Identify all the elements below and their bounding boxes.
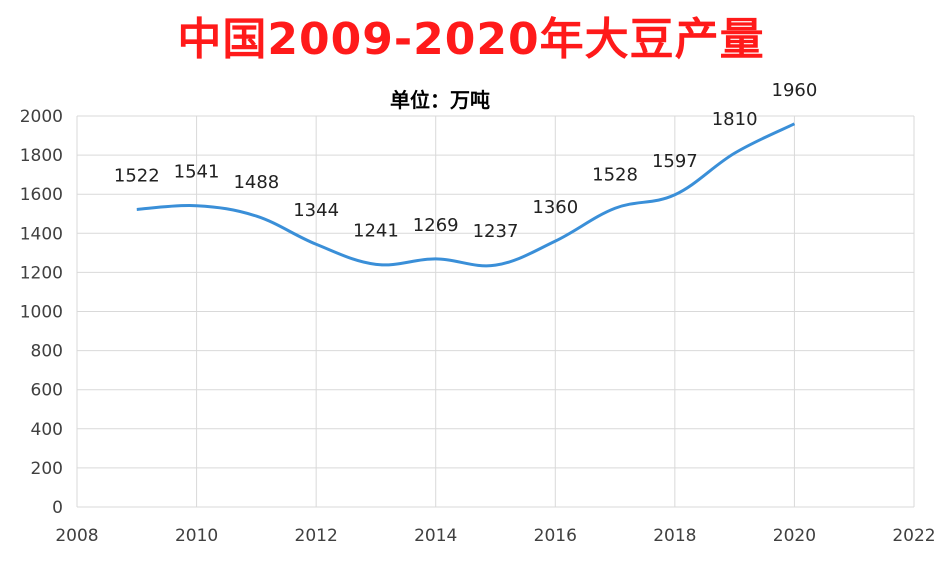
data-label: 1810: [712, 109, 758, 130]
data-label: 1237: [473, 221, 519, 242]
y-tick-label: 1800: [20, 146, 63, 166]
data-label: 1360: [532, 197, 578, 218]
data-label: 1960: [772, 80, 818, 101]
data-label: 1522: [114, 165, 160, 186]
x-tick-label: 2012: [295, 526, 338, 546]
x-tick-label: 2016: [534, 526, 577, 546]
data-label: 1541: [174, 162, 220, 183]
chart-title: 中国2009-2020年大豆产量: [177, 14, 765, 65]
data-label: 1241: [353, 220, 399, 241]
y-tick-label: 200: [31, 459, 63, 479]
x-tick-label: 2014: [414, 526, 457, 546]
data-label: 1344: [293, 200, 339, 221]
x-tick-label: 2018: [653, 526, 696, 546]
y-tick-label: 400: [31, 420, 63, 440]
chart-subtitle: 单位：万吨: [390, 88, 490, 112]
x-tick-label: 2010: [175, 526, 218, 546]
data-label: 1528: [592, 164, 638, 185]
y-tick-label: 0: [52, 498, 63, 518]
gridlines: [76, 115, 915, 508]
y-tick-label: 1000: [20, 303, 63, 323]
y-tick-label: 1600: [20, 185, 63, 205]
y-tick-label: 2000: [20, 107, 63, 127]
series-line: [136, 122, 796, 268]
x-tick-label: 2020: [773, 526, 816, 546]
y-tick-label: 600: [31, 381, 63, 401]
x-tick-label: 2008: [55, 526, 98, 546]
data-label: 1597: [652, 151, 698, 172]
y-tick-label: 1400: [20, 224, 63, 244]
data-labels: 1522 1541 1488 1344 1241 1269 1237 1360 1528 1597…: [114, 80, 817, 242]
x-tick-label: 2022: [892, 526, 935, 546]
data-label: 1488: [233, 172, 279, 193]
x-axis-ticks: 2008 2010 2012 2014 2016 2018 2020 2022: [55, 526, 935, 546]
y-tick-label: 800: [31, 342, 63, 362]
y-axis-ticks: 0 200 400 600 800 1000 1200 1400 1600 1800 2000: [20, 107, 63, 518]
y-tick-label: 1200: [20, 263, 63, 283]
data-label: 1269: [413, 215, 459, 236]
